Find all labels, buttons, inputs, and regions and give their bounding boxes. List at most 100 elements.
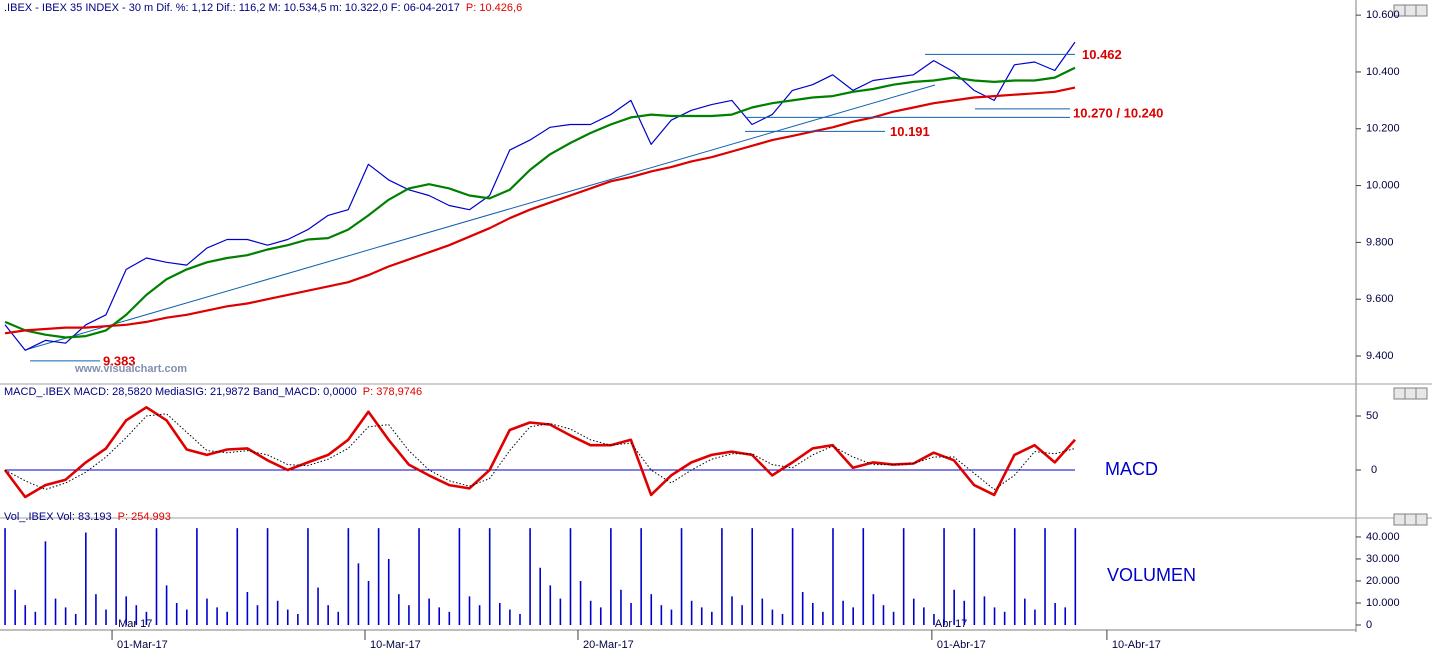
y-tick-label: 40.000	[1366, 531, 1400, 543]
bar	[54, 598, 57, 625]
bar	[943, 528, 945, 625]
maximize-button[interactable]	[1404, 387, 1417, 400]
bar	[428, 598, 430, 625]
bar	[125, 596, 128, 625]
panel-header: .IBEX - IBEX 35 INDEX - 30 m Dif. %: 1,1…	[4, 2, 460, 14]
bar	[297, 613, 299, 625]
close-button[interactable]	[1415, 387, 1428, 400]
bar	[811, 602, 814, 625]
bar	[973, 528, 976, 625]
bar	[1003, 611, 1006, 625]
minimize-button[interactable]	[1393, 513, 1406, 526]
maximize-button[interactable]	[1404, 4, 1417, 17]
price-label: P: 378,9746	[363, 386, 422, 398]
close-button[interactable]	[1415, 4, 1428, 17]
series-line	[4, 41, 1076, 351]
bar	[509, 609, 511, 625]
bar	[741, 605, 743, 625]
y-tick-label: 10.200	[1366, 123, 1400, 135]
bar	[155, 528, 158, 625]
panel-label: MACD	[1105, 459, 1158, 479]
price-label: P: 10.426,6	[466, 2, 522, 14]
bar	[781, 613, 784, 625]
bar	[711, 611, 713, 625]
bar	[418, 528, 420, 625]
price-label: P: 254.993	[118, 511, 171, 523]
bar	[327, 605, 329, 625]
y-tick-label: 20.000	[1366, 575, 1400, 587]
x-tick-label: 20-Mar-17	[583, 639, 634, 651]
bar	[85, 532, 87, 625]
bar	[266, 528, 269, 625]
bar	[872, 594, 875, 625]
y-tick-label: 0	[1366, 619, 1372, 631]
bar	[569, 528, 572, 625]
y-tick-label: 30.000	[1366, 553, 1400, 565]
bar	[246, 591, 249, 625]
x-tick-label: 01-Abr-17	[937, 639, 986, 651]
bar	[468, 596, 471, 625]
bar	[599, 607, 602, 625]
bar	[933, 613, 935, 625]
bar	[34, 611, 37, 625]
y-tick-label: 10.000	[1366, 179, 1400, 191]
bar	[105, 609, 107, 625]
bar	[74, 613, 77, 625]
close-button[interactable]	[1415, 513, 1428, 526]
bar	[216, 607, 218, 625]
bar	[761, 598, 764, 625]
x-tick-label: 10-Abr-17	[1112, 639, 1161, 651]
bar	[458, 528, 461, 625]
bar	[488, 528, 491, 625]
bar	[589, 600, 592, 625]
bar	[1013, 528, 1016, 625]
bar	[185, 609, 188, 625]
bar	[529, 528, 531, 625]
bar	[438, 607, 441, 625]
month-label: Mar 17	[118, 618, 152, 630]
y-tick-label: 10.000	[1366, 597, 1400, 609]
y-tick-label: 9.400	[1366, 350, 1394, 362]
bar	[175, 602, 178, 625]
bar	[519, 613, 521, 625]
bar	[539, 567, 541, 625]
bar	[95, 594, 97, 625]
bar	[135, 605, 138, 625]
bar	[165, 585, 168, 625]
maximize-button[interactable]	[1404, 513, 1417, 526]
bar	[700, 607, 703, 625]
bar	[660, 605, 663, 625]
bar	[276, 600, 279, 625]
series-line	[4, 413, 1076, 490]
bar	[448, 611, 451, 625]
bar	[680, 528, 683, 625]
bar	[317, 587, 319, 625]
x-tick-label: 01-Mar-17	[117, 639, 168, 651]
bar	[307, 528, 309, 625]
bar	[902, 528, 905, 625]
bar	[206, 598, 208, 625]
minimize-button[interactable]	[1393, 387, 1406, 400]
bar	[357, 563, 360, 625]
bar	[1064, 607, 1067, 625]
bar	[367, 580, 370, 625]
y-tick-label: 0	[1371, 464, 1377, 476]
bar	[771, 609, 774, 625]
bar	[630, 602, 632, 625]
bar	[832, 528, 834, 625]
panel-label: VOLUMEN	[1107, 565, 1196, 585]
bar	[801, 591, 804, 625]
bar	[1054, 602, 1056, 625]
bar	[115, 528, 117, 625]
bar	[721, 528, 723, 625]
bar	[44, 541, 47, 625]
bar	[963, 600, 966, 625]
bar	[912, 598, 915, 625]
watermark: www.visualchart.com	[74, 363, 187, 375]
bar	[1074, 528, 1077, 625]
bar	[822, 611, 824, 625]
bar	[862, 528, 865, 625]
bar	[347, 528, 350, 625]
